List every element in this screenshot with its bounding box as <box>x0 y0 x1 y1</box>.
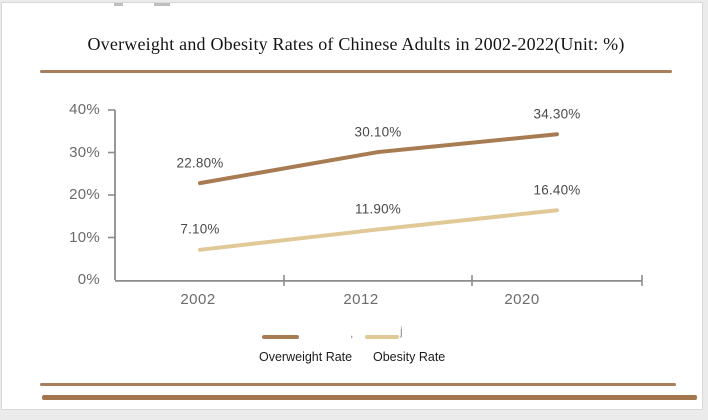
legend-artifact-comma: , <box>350 326 354 340</box>
crop-artifact <box>154 3 170 6</box>
legend-swatch-overweight <box>262 335 299 339</box>
legend-swatch-obesity <box>365 335 399 339</box>
year-label: 2012 <box>343 291 379 308</box>
legend-artifact-j: j <box>400 324 403 338</box>
ytick-label: 30% <box>69 143 100 161</box>
data-label: 34.30% <box>533 106 581 122</box>
year-label: 2020 <box>504 291 540 308</box>
overweight-line <box>198 132 559 186</box>
ytick-label: 40% <box>69 101 100 118</box>
bottom-rule-thin <box>40 383 676 386</box>
data-label: 30.10% <box>354 124 402 140</box>
title-underline <box>40 70 672 73</box>
chart-title: Overweight and Obesity Rates of Chinese … <box>87 34 625 54</box>
year-label: 2002 <box>180 291 216 308</box>
data-label: 16.40% <box>533 182 581 198</box>
chart-plot <box>108 109 643 286</box>
legend-label-obesity: Obesity Rate <box>373 350 446 364</box>
legend-label-overweight: Overweight Rate <box>259 350 353 364</box>
data-label: 7.10% <box>180 221 220 237</box>
bottom-rule-thick <box>42 395 697 400</box>
chart-card: Overweight and Obesity Rates of Chinese … <box>1 2 703 410</box>
crop-artifact <box>114 3 123 6</box>
ytick-label: 20% <box>69 186 100 203</box>
ytick-label: 10% <box>69 228 100 246</box>
data-label: 11.90% <box>355 201 401 217</box>
obesity-line <box>198 208 559 252</box>
ytick-label: 0% <box>77 271 100 288</box>
data-label: 22.80% <box>176 155 224 171</box>
